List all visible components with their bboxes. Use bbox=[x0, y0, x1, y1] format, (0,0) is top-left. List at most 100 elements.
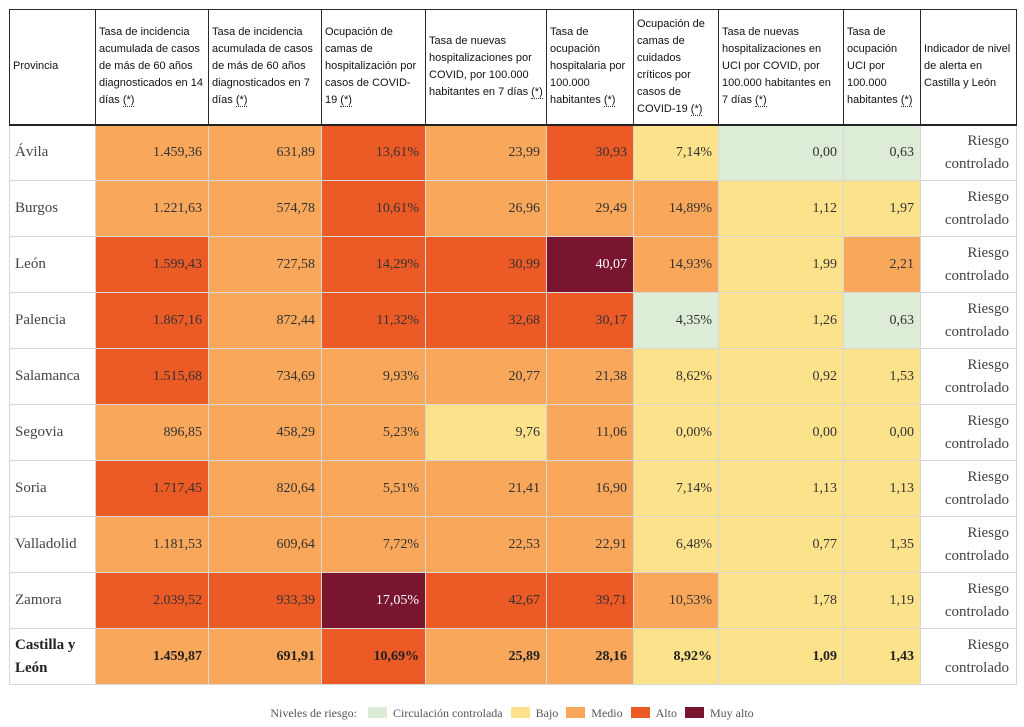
column-header: Tasa de ocupación UCI por 100.000 habita… bbox=[843, 9, 921, 125]
footnote-link[interactable]: (*) bbox=[690, 102, 703, 116]
column-header: Provincia bbox=[9, 9, 96, 125]
column-header: Ocupación de camas de hospitalización po… bbox=[321, 9, 426, 125]
indicator-value: 17,05% bbox=[321, 572, 426, 629]
indicator-value: 11,06 bbox=[546, 404, 634, 461]
column-header: Tasa de nuevas hospitalizaciones por COV… bbox=[425, 9, 547, 125]
footnote-link[interactable]: (*) bbox=[122, 94, 135, 108]
indicator-value: 21,38 bbox=[546, 348, 634, 405]
indicator-value: 10,61% bbox=[321, 180, 426, 237]
column-header-text: Tasa de nuevas hospitalizaciones en UCI … bbox=[722, 26, 831, 107]
column-header: Tasa de ocupación hospitalaria por 100.0… bbox=[546, 9, 634, 125]
indicator-value: 0,63 bbox=[843, 292, 921, 349]
table-row: Zamora 2.039,52 933,39 17,05% 42,67 39,71 10,5… bbox=[9, 572, 1017, 629]
legend-swatch bbox=[510, 707, 530, 718]
province-name: Zamora bbox=[9, 572, 96, 629]
legend-item-label: Alto bbox=[655, 706, 677, 720]
indicator-value: 1,97 bbox=[843, 180, 921, 237]
legend-item-label: Muy alto bbox=[709, 706, 754, 720]
indicator-value: 32,68 bbox=[425, 292, 547, 349]
indicators-table: Provincia Tasa de incidencia acumulada de… bbox=[9, 9, 1017, 685]
alert-level: Riesgo controlado bbox=[920, 236, 1017, 293]
alert-level: Riesgo controlado bbox=[920, 124, 1017, 181]
province-name: Ávila bbox=[9, 124, 96, 181]
footnote-link[interactable]: (*) bbox=[603, 94, 616, 108]
indicator-value: 1,35 bbox=[843, 516, 921, 573]
table-row: Palencia 1.867,16 872,44 11,32% 32,68 30,17 4,… bbox=[9, 292, 1017, 349]
footnote-link[interactable]: (*) bbox=[235, 94, 248, 108]
indicator-value: 691,91 bbox=[208, 628, 322, 685]
table-row: Valladolid 1.181,53 609,64 7,72% 22,53 22,91 6… bbox=[9, 516, 1017, 573]
column-header-text: Provincia bbox=[13, 60, 59, 73]
indicator-value: 20,77 bbox=[425, 348, 547, 405]
table-row: Soria 1.717,45 820,64 5,51% 21,41 16,90 7,14% 1… bbox=[9, 460, 1017, 517]
table-body: Ávila 1.459,36 631,89 13,61% 23,99 30,93 7,14%… bbox=[9, 124, 1017, 685]
legend-item-label: Circulación controlada bbox=[393, 706, 503, 720]
indicator-value: 10,53% bbox=[633, 572, 719, 629]
legend-swatch bbox=[684, 707, 704, 718]
column-header-text: Tasa de ocupación UCI por 100.000 habita… bbox=[847, 26, 901, 107]
indicator-value: 10,69% bbox=[321, 628, 426, 685]
indicator-value: 631,89 bbox=[208, 124, 322, 181]
indicator-value: 8,92% bbox=[633, 628, 719, 685]
indicator-value: 7,14% bbox=[633, 124, 719, 181]
indicator-value: 0,77 bbox=[718, 516, 844, 573]
indicator-value: 9,93% bbox=[321, 348, 426, 405]
column-header: Tasa de incidencia acumulada de casos de… bbox=[95, 9, 209, 125]
alert-level: Riesgo controlado bbox=[920, 404, 1017, 461]
column-header-text: Tasa de incidencia acumulada de casos de… bbox=[99, 26, 203, 107]
indicator-value: 1.717,45 bbox=[95, 460, 209, 517]
indicator-value: 42,67 bbox=[425, 572, 547, 629]
indicator-value: 1.867,16 bbox=[95, 292, 209, 349]
indicator-value: 1,78 bbox=[718, 572, 844, 629]
indicator-value: 7,14% bbox=[633, 460, 719, 517]
legend-item-label: Medio bbox=[591, 706, 623, 720]
province-name: Salamanca bbox=[9, 348, 96, 405]
footnote-link[interactable]: (*) bbox=[755, 94, 767, 108]
header-row: Provincia Tasa de incidencia acumulada de… bbox=[9, 9, 1017, 125]
alert-level: Riesgo controlado bbox=[920, 516, 1017, 573]
legend-swatch bbox=[368, 707, 387, 718]
indicator-value: 1,26 bbox=[718, 292, 844, 349]
indicator-value: 1,99 bbox=[718, 236, 844, 293]
legend-item: Alto bbox=[630, 706, 677, 721]
legend-swatch bbox=[566, 707, 586, 718]
indicator-value: 1,19 bbox=[843, 572, 921, 629]
footnote-link[interactable]: (*) bbox=[531, 85, 543, 99]
indicator-value: 1.181,53 bbox=[95, 516, 209, 573]
alert-level: Riesgo controlado bbox=[920, 180, 1017, 237]
indicator-value: 609,64 bbox=[208, 516, 322, 573]
table-row: León 1.599,43 727,58 14,29% 30,99 40,07 14,93%… bbox=[9, 236, 1017, 293]
indicator-value: 0,63 bbox=[843, 124, 921, 181]
column-header: Tasa de incidencia acumulada de casos de… bbox=[208, 9, 322, 125]
total-row: Castilla y León 1.459,87 691,91 10,69% 25,89… bbox=[9, 628, 1017, 685]
indicator-value: 8,62% bbox=[633, 348, 719, 405]
indicator-value: 40,07 bbox=[546, 236, 634, 293]
indicator-value: 14,93% bbox=[633, 236, 719, 293]
indicator-value: 30,99 bbox=[425, 236, 547, 293]
legend-swatch bbox=[630, 707, 650, 718]
indicator-value: 4,35% bbox=[633, 292, 719, 349]
indicator-value: 1.459,87 bbox=[95, 628, 209, 685]
indicator-value: 0,92 bbox=[718, 348, 844, 405]
alert-level: Riesgo controlado bbox=[920, 348, 1017, 405]
indicator-value: 23,99 bbox=[425, 124, 547, 181]
column-header-text: Indicador de nivel de alerta en Castilla… bbox=[924, 43, 1011, 90]
province-name: León bbox=[9, 236, 96, 293]
column-header-text: Ocupación de camas de hospitalización po… bbox=[325, 26, 417, 107]
column-header-text: Ocupación de camas de cuidados críticos … bbox=[637, 17, 705, 115]
footnote-link[interactable]: (*) bbox=[340, 94, 352, 108]
indicator-value: 14,29% bbox=[321, 236, 426, 293]
province-name: Soria bbox=[9, 460, 96, 517]
indicator-value: 21,41 bbox=[425, 460, 547, 517]
indicator-value: 1.221,63 bbox=[95, 180, 209, 237]
province-name: Burgos bbox=[9, 180, 96, 237]
indicator-value: 1,13 bbox=[718, 460, 844, 517]
indicator-value: 872,44 bbox=[208, 292, 322, 349]
indicator-value: 574,78 bbox=[208, 180, 322, 237]
indicator-value: 1,09 bbox=[718, 628, 844, 685]
indicator-value: 16,90 bbox=[546, 460, 634, 517]
indicator-value: 13,61% bbox=[321, 124, 426, 181]
footnote-link[interactable]: (*) bbox=[900, 94, 913, 108]
column-header-text: Tasa de ocupación hospitalaria por 100.0… bbox=[550, 26, 626, 107]
indicator-value: 22,53 bbox=[425, 516, 547, 573]
